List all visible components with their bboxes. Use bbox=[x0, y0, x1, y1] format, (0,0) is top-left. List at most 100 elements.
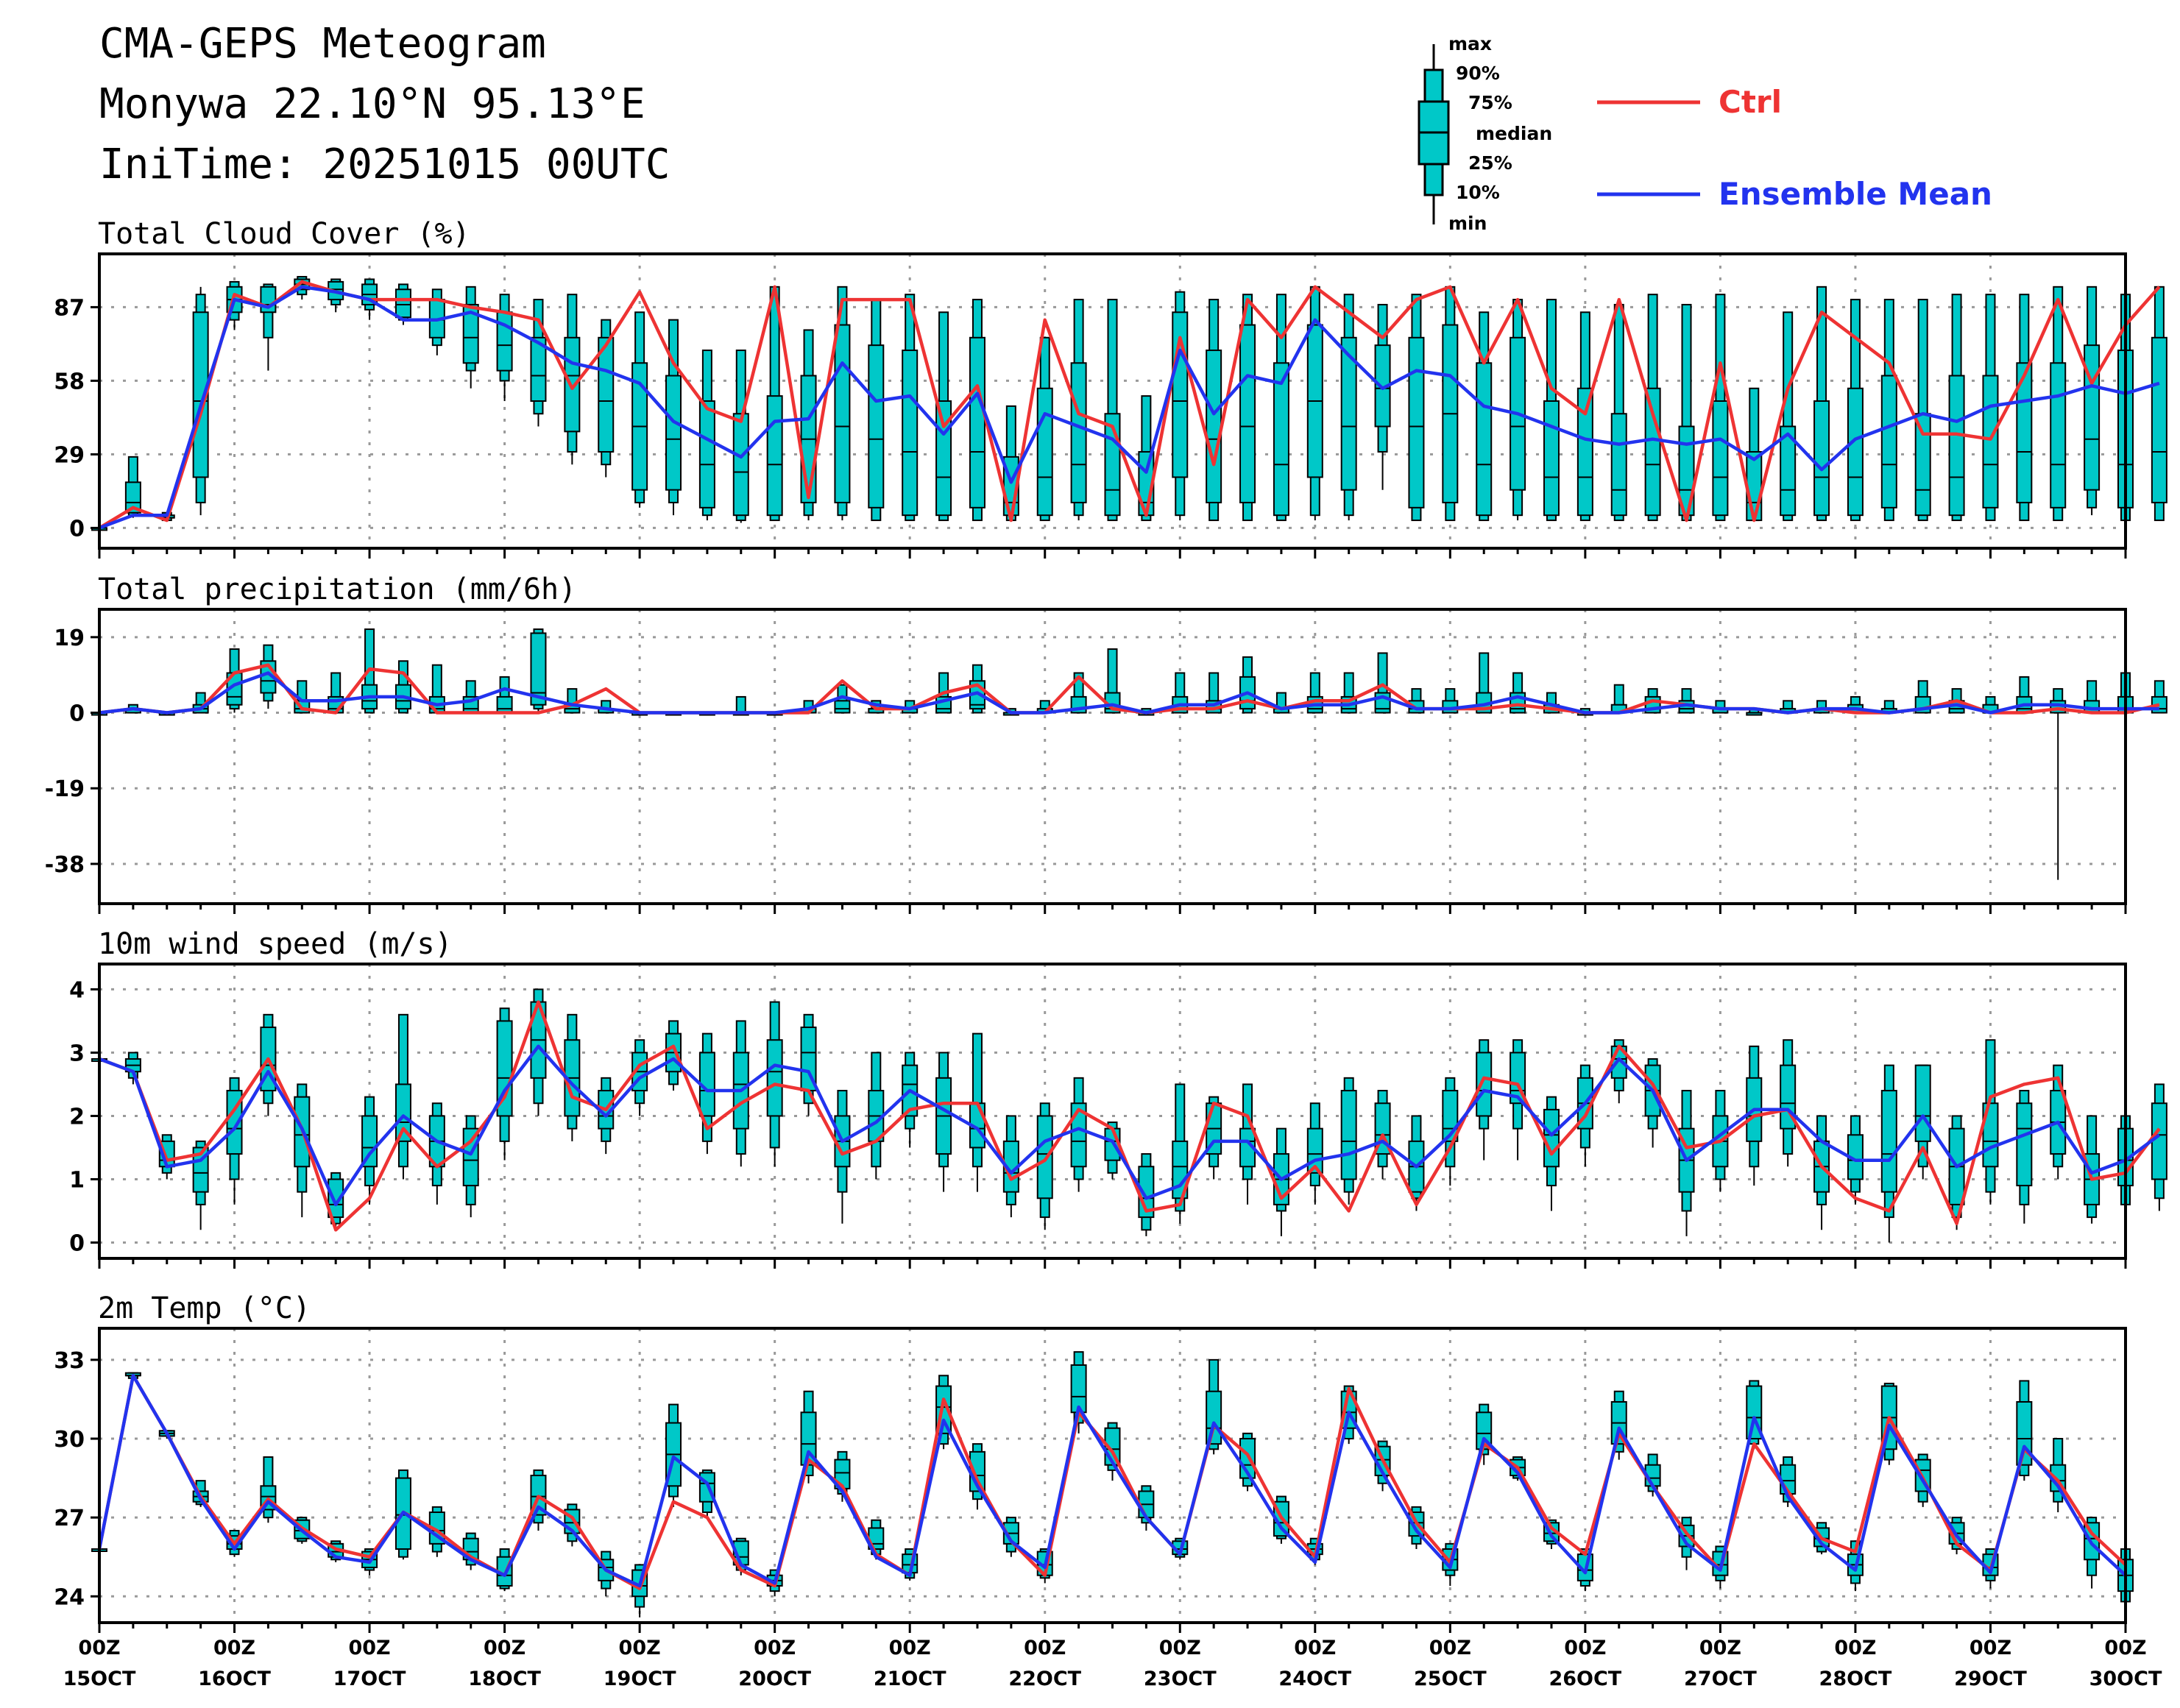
box-inner bbox=[1780, 425, 1797, 517]
box-27 bbox=[1002, 1517, 1019, 1557]
key-label: 75% bbox=[1468, 92, 1512, 113]
box-7 bbox=[328, 278, 344, 313]
box-inner bbox=[698, 400, 715, 508]
box-inner bbox=[328, 1178, 344, 1219]
x-tick-label-date: 19OCT bbox=[604, 1668, 676, 1690]
series-ensemble-mean bbox=[97, 1374, 2127, 1588]
box-11 bbox=[462, 680, 479, 714]
series-ensemble-mean bbox=[99, 671, 2159, 715]
box-inner bbox=[2050, 362, 2067, 508]
box-inner bbox=[1543, 1108, 1560, 1168]
box-inner bbox=[530, 632, 547, 706]
series-ctrl bbox=[98, 280, 2161, 530]
box-inner bbox=[1476, 362, 1493, 517]
box-29 bbox=[1070, 1077, 1087, 1192]
box-inner bbox=[2151, 336, 2167, 503]
box-inner bbox=[1644, 387, 1661, 517]
box-50 bbox=[1780, 311, 1797, 522]
box-28 bbox=[1036, 1102, 1053, 1230]
box-5 bbox=[260, 283, 277, 371]
x-tick-label-date: 28OCT bbox=[1819, 1668, 1892, 1690]
box-58 bbox=[2050, 688, 2067, 880]
y-tick-label: 87 bbox=[54, 295, 85, 321]
x-tick-label-date: 23OCT bbox=[1144, 1668, 1217, 1690]
x-tick-label-time: 00Z bbox=[1024, 1637, 1066, 1659]
box-24 bbox=[902, 1052, 919, 1148]
y-tick-label: 0 bbox=[69, 1230, 85, 1256]
box-39 bbox=[1408, 294, 1425, 522]
box-11 bbox=[462, 286, 479, 389]
key-label: 25% bbox=[1468, 152, 1512, 174]
x-tick-label-date: 27OCT bbox=[1684, 1668, 1757, 1690]
box-10 bbox=[428, 1102, 445, 1205]
box-61 bbox=[2151, 1083, 2167, 1211]
box-inner bbox=[2016, 1102, 2033, 1187]
box-16 bbox=[631, 311, 648, 508]
box-36 bbox=[1306, 1102, 1323, 1205]
y-tick-label: 19 bbox=[54, 626, 85, 651]
box-9 bbox=[394, 660, 411, 714]
x-tick-label-time: 00Z bbox=[619, 1637, 661, 1659]
box-18 bbox=[698, 350, 715, 521]
x-tick-label-time: 00Z bbox=[2104, 1637, 2146, 1659]
box-inner bbox=[1948, 375, 1965, 517]
x-tick-label-time: 00Z bbox=[484, 1637, 525, 1659]
box-inner bbox=[732, 413, 749, 517]
location-line: Monywa 22.10°N 95.13°E bbox=[99, 80, 645, 128]
box-37 bbox=[1340, 672, 1357, 714]
box-58 bbox=[2050, 286, 2067, 522]
x-tick-label-date: 16OCT bbox=[198, 1668, 271, 1690]
box-inner bbox=[564, 336, 581, 433]
box-1 bbox=[124, 456, 141, 518]
box-55 bbox=[1948, 294, 1965, 522]
panel-title: 2m Temp (°C) bbox=[98, 1291, 311, 1325]
y-tick-label: -19 bbox=[45, 776, 85, 802]
panel-title: 10m wind speed (m/s) bbox=[98, 927, 453, 961]
x-tick-label-date: 25OCT bbox=[1414, 1668, 1487, 1690]
x-tick-label-time: 00Z bbox=[1699, 1637, 1741, 1659]
box-27 bbox=[1002, 1115, 1019, 1218]
box-inner bbox=[394, 288, 411, 319]
box-34 bbox=[1239, 1083, 1256, 1205]
y-tick-label: 2 bbox=[69, 1104, 85, 1130]
box-57 bbox=[2016, 294, 2033, 522]
box-inner bbox=[969, 336, 985, 508]
box-inner bbox=[1206, 350, 1222, 503]
box-inner bbox=[496, 1020, 513, 1117]
box-inner bbox=[598, 336, 615, 453]
x-tick-label-time: 00Z bbox=[1159, 1637, 1201, 1659]
box-inner bbox=[1070, 362, 1087, 503]
box-inner bbox=[1746, 450, 1763, 522]
x-tick-label-time: 00Z bbox=[213, 1637, 255, 1659]
box-inner bbox=[1340, 1090, 1357, 1180]
panel-title: Total precipitation (mm/6h) bbox=[98, 573, 576, 606]
box-34 bbox=[1239, 656, 1256, 714]
box-50 bbox=[1780, 1039, 1797, 1167]
init-time-line: IniTime: 20251015 00UTC bbox=[99, 141, 670, 188]
box-inner bbox=[1408, 336, 1425, 508]
legend: Ctrl Ensemble Mean bbox=[1597, 84, 1992, 212]
header: CMA-GEPS Meteogram Monywa 22.10°N 95.13°… bbox=[99, 20, 670, 188]
x-tick-label-date: 17OCT bbox=[333, 1668, 406, 1690]
box-inner bbox=[834, 324, 851, 503]
box-inner bbox=[2016, 362, 2033, 503]
y-tick-label: 27 bbox=[54, 1506, 85, 1531]
panel-temp: 2m Temp (°C) 24 27 30 33 bbox=[54, 1291, 2134, 1633]
x-tick-label-time: 00Z bbox=[1294, 1637, 1336, 1659]
box-42 bbox=[1510, 1039, 1526, 1160]
box-61 bbox=[2151, 286, 2167, 522]
box-32 bbox=[1172, 1083, 1189, 1224]
series-ensemble-mean bbox=[99, 1044, 2161, 1207]
box-inner bbox=[1847, 387, 1864, 517]
box-inner bbox=[2084, 344, 2101, 491]
box-47 bbox=[1678, 303, 1695, 522]
box-19 bbox=[732, 1020, 749, 1167]
panel-precip: Total precipitation (mm/6h) -38 -19 0 19 bbox=[45, 573, 2167, 914]
box-30 bbox=[1104, 648, 1121, 714]
box-32 bbox=[1172, 291, 1189, 521]
box-inner bbox=[766, 395, 783, 517]
box-23 bbox=[868, 299, 885, 522]
box-4 bbox=[226, 648, 243, 713]
box-inner bbox=[834, 700, 851, 714]
